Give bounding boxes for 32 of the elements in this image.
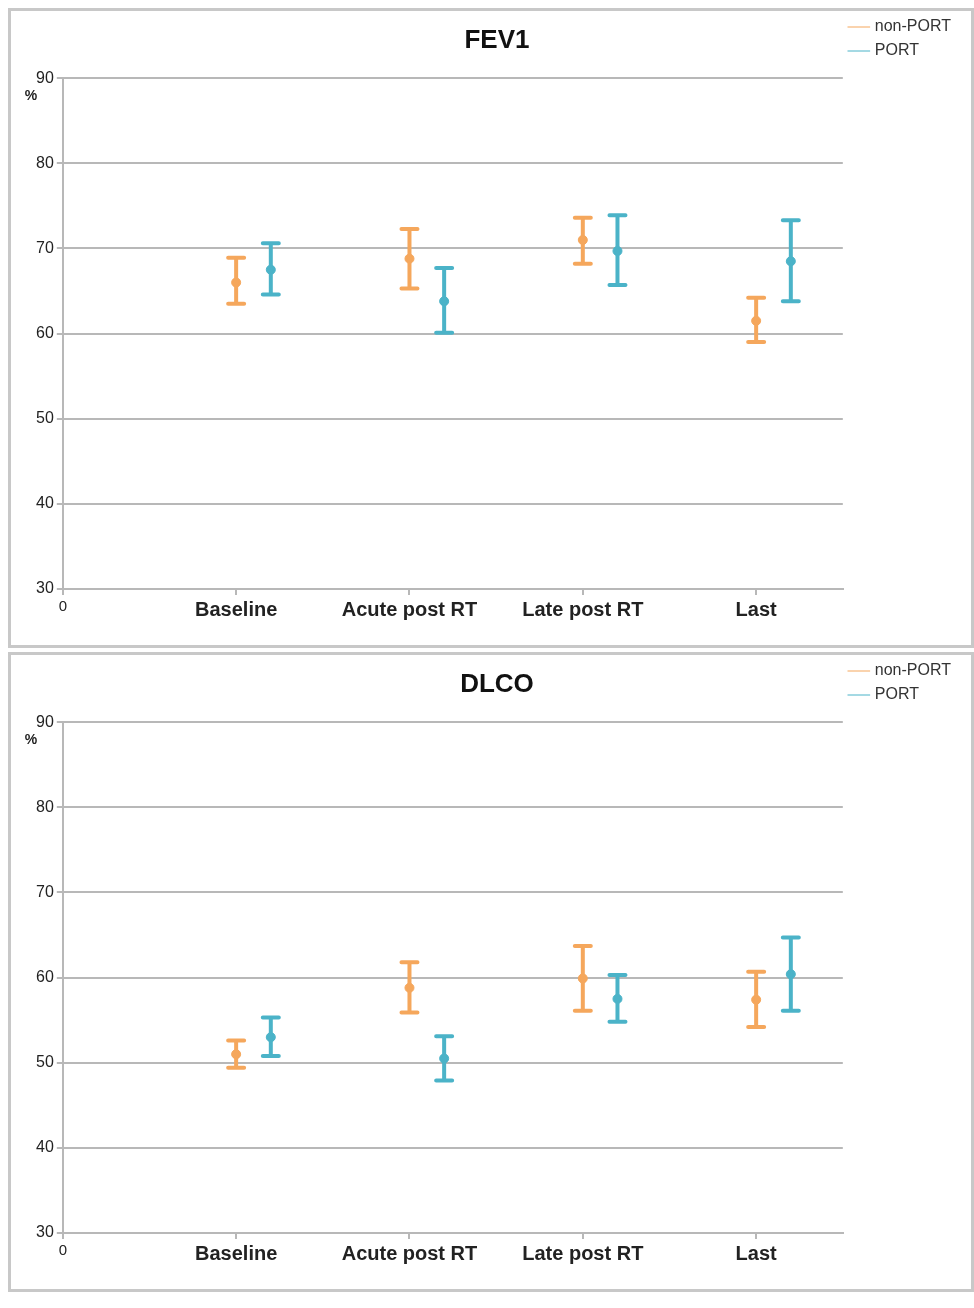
y-axis-title: %	[24, 87, 38, 104]
y-tick-label: 80	[36, 797, 54, 815]
y-tick-label: 90	[36, 712, 54, 730]
legend-label: non-PORT	[874, 661, 952, 679]
x-tick-label: Acute post RT	[341, 597, 478, 620]
x-tick-label: Last	[735, 597, 778, 620]
x-tick-label: Late post RT	[522, 1241, 644, 1264]
legend-label: PORT	[874, 685, 920, 703]
legend-label: non-PORT	[874, 17, 952, 35]
x-tick-label: Baseline	[195, 1241, 278, 1264]
chart-title: DLCO	[460, 667, 534, 698]
chart-title: FEV1	[464, 23, 530, 54]
y-tick-label: 70	[36, 238, 54, 256]
y-tick-label: 90	[36, 68, 54, 86]
x-tick-label: 0	[58, 597, 67, 615]
y-tick-label: 80	[36, 153, 54, 171]
x-tick-label: 0	[58, 1241, 67, 1259]
legend-label: PORT	[874, 41, 920, 59]
y-tick-label: 60	[36, 324, 54, 342]
y-tick-label: 50	[36, 409, 54, 427]
y-tick-label: 30	[36, 1223, 54, 1241]
y-tick-label: 40	[36, 1138, 54, 1156]
y-tick-label: 70	[36, 882, 54, 900]
x-tick-label: Acute post RT	[341, 1241, 478, 1264]
y-axis-title: %	[24, 731, 38, 748]
x-tick-label: Late post RT	[522, 597, 644, 620]
y-tick-label: 40	[36, 494, 54, 512]
x-tick-label: Last	[735, 1241, 778, 1264]
y-tick-label: 30	[36, 579, 54, 597]
x-tick-label: Baseline	[195, 597, 278, 620]
y-tick-label: 50	[36, 1053, 54, 1071]
y-tick-label: 60	[36, 968, 54, 986]
